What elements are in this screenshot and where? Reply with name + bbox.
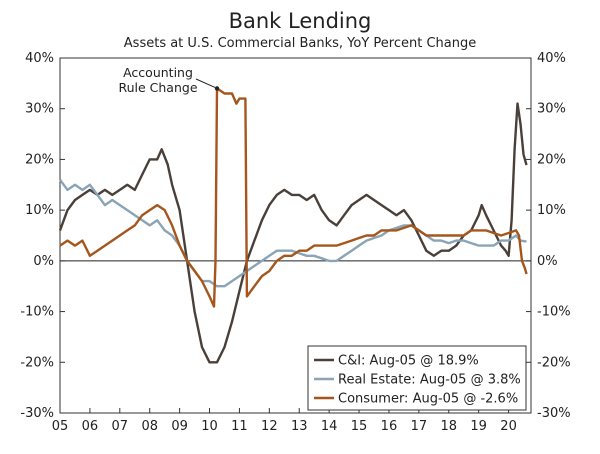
x-tick-label: 20 [500,419,517,434]
y-tick-label-left: 20% [25,152,54,167]
annotation-text-line2: Rule Change [118,80,197,95]
x-tick-label: 15 [351,419,368,434]
y-tick-label-left: -20% [20,355,54,370]
x-tick-label: 19 [470,419,487,434]
x-tick-label: 05 [52,419,69,434]
y-tick-label-left: 40% [25,51,54,66]
y-tick-label-right: -10% [537,305,571,320]
x-tick-label: 16 [381,419,398,434]
x-tick-label: 13 [291,419,308,434]
y-tick-label-left: -10% [20,305,54,320]
y-tick-label-left: -30% [20,406,54,421]
legend-box [307,345,527,411]
x-tick-label: 14 [321,419,338,434]
chart-title: Bank Lending [229,9,372,33]
annotation-leader [195,78,216,88]
x-tick-label: 09 [171,419,188,434]
x-tick-label: 11 [231,419,248,434]
y-tick-label-right: 10% [537,203,566,218]
axis-ticks: 40% 40% 30% 30% 20% 20% 10% 10% 0% 0% -10% -10% -20%… [20,51,570,434]
legend: C&I: Aug-05 @ 18.9% Real Estate: Aug-05 @… [307,345,527,411]
y-tick-label-left: 0% [33,254,54,269]
series-line-consumer [59,87,528,308]
y-tick-label-left: 10% [25,203,54,218]
annotation-point [214,86,220,91]
x-tick-label: 17 [411,419,428,434]
y-tick-label-right: -20% [537,355,571,370]
y-tick-label-left: 30% [25,102,54,117]
y-tick-label-right: 30% [537,102,566,117]
chart-subtitle: Assets at U.S. Commercial Banks, YoY Per… [124,36,476,51]
series-lines [58,87,528,364]
x-tick-label: 12 [261,419,278,434]
x-tick-label: 07 [112,419,129,434]
series-line-c-i [58,102,528,364]
x-tick-label: 10 [201,419,218,434]
y-tick-label-right: 0% [537,254,558,269]
legend-label-c-i: C&I: Aug-05 @ 18.9% [338,354,479,369]
legend-label-real-estate: Real Estate: Aug-05 @ 3.8% [338,373,521,388]
y-tick-label-right: 20% [537,152,566,167]
y-tick-label-right: 40% [537,51,566,66]
y-tick-label-right: -30% [537,406,571,421]
x-tick-label: 06 [82,419,99,434]
annotation-text-line1: Accounting [123,65,193,80]
x-tick-label: 08 [141,419,158,434]
x-tick-label: 18 [440,419,457,434]
legend-label-consumer: Consumer: Aug-05 @ -2.6% [338,392,518,407]
